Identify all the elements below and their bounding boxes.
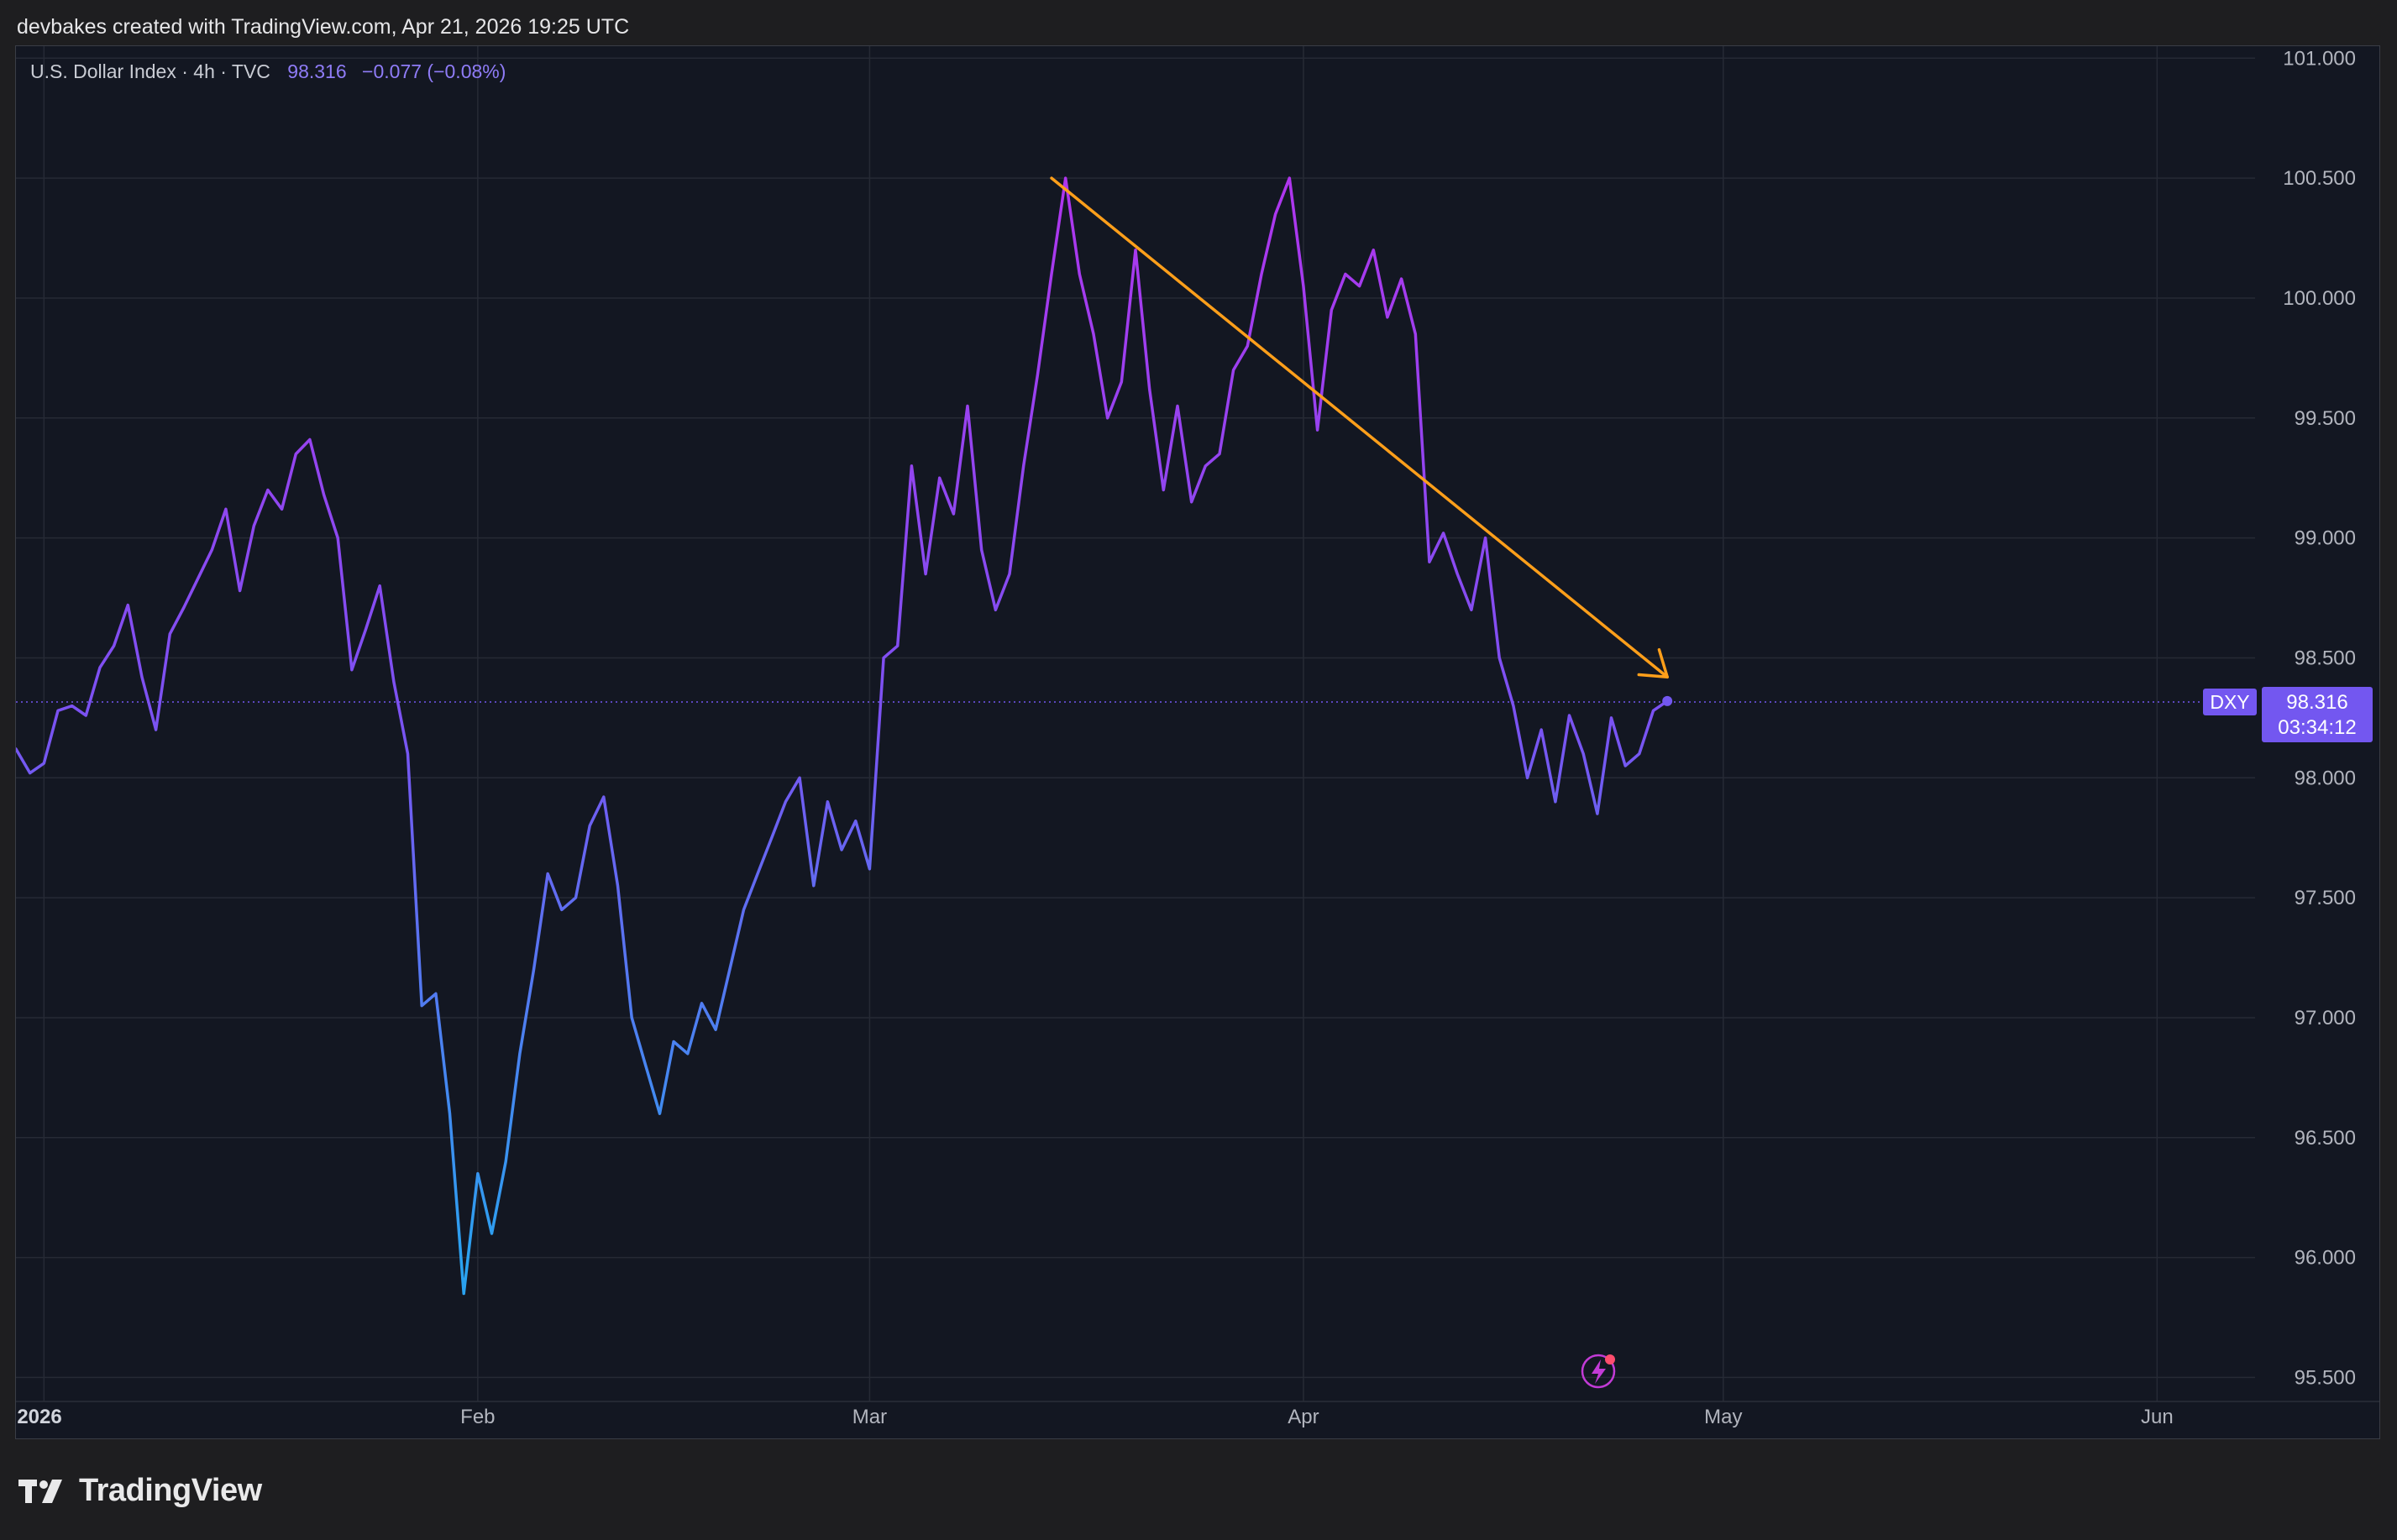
ticker-label: DXY	[2210, 691, 2249, 713]
x-tick-label: Mar	[852, 1406, 887, 1428]
last-point-marker	[1662, 695, 1673, 706]
plot-background	[16, 46, 2379, 1438]
lightning-alert-icon[interactable]	[1581, 1354, 1616, 1389]
series-line	[16, 176, 1669, 1296]
annotation-layer[interactable]	[1050, 176, 1669, 679]
arrow-head	[1637, 647, 1669, 679]
y-tick-label: 99.500	[2295, 407, 2356, 430]
y-tick-label: 101.000	[2283, 47, 2356, 70]
x-tick-label: 2026	[17, 1406, 61, 1428]
chart-area[interactable]: 101.000 100.500 100.000 99.500 99.000 98.500 9…	[15, 45, 2380, 1439]
x-tick-label: Apr	[1288, 1406, 1319, 1428]
tradingview-logo-icon	[18, 1480, 62, 1503]
tradingview-wordmark: TradingView	[79, 1472, 262, 1508]
price-tag-countdown: 03:34:12	[2278, 716, 2356, 739]
trend-arrow[interactable]	[1050, 176, 1669, 679]
y-tick-label: 98.500	[2295, 647, 2356, 669]
x-tick-label: May	[1704, 1406, 1742, 1428]
ticker-badge	[2203, 689, 2257, 716]
y-tick-label: 98.000	[2295, 767, 2356, 789]
y-tick-label: 100.000	[2283, 287, 2356, 310]
y-tick-label: 95.500	[2295, 1366, 2356, 1389]
x-tick-label: Feb	[460, 1406, 495, 1428]
legend-change: −0.077 (−0.08%)	[362, 60, 506, 82]
y-tick-label: 97.000	[2295, 1007, 2356, 1029]
chart-caption: devbakes created with TradingView.com, A…	[17, 15, 630, 39]
y-tick-label: 97.500	[2295, 887, 2356, 909]
price-chart[interactable]: 101.000 100.500 100.000 99.500 99.000 98.500 9…	[16, 46, 2379, 1438]
x-tick-label: Jun	[2141, 1406, 2174, 1428]
axis-layer: 101.000 100.500 100.000 99.500 99.000 98.500 9…	[16, 47, 2379, 1428]
price-badge	[2262, 687, 2373, 743]
y-tick-label: 96.000	[2295, 1247, 2356, 1270]
price-tag-value: 98.316	[2286, 691, 2347, 714]
y-tick-label: 96.500	[2295, 1127, 2356, 1150]
chart-legend[interactable]: U.S. Dollar Index · 4h · TVC 98.316 −0.0…	[30, 57, 506, 86]
legend-symbol: U.S. Dollar Index · 4h · TVC	[30, 60, 270, 82]
grid-lines	[16, 46, 2379, 1438]
series-layer	[16, 176, 1673, 1296]
y-tick-label: 100.500	[2283, 167, 2356, 190]
y-tick-label: 99.000	[2295, 527, 2356, 550]
alert-layer[interactable]	[1581, 1354, 1616, 1389]
legend-last-value: 98.316	[287, 60, 347, 82]
tradingview-brand[interactable]: TradingView	[18, 1471, 262, 1510]
